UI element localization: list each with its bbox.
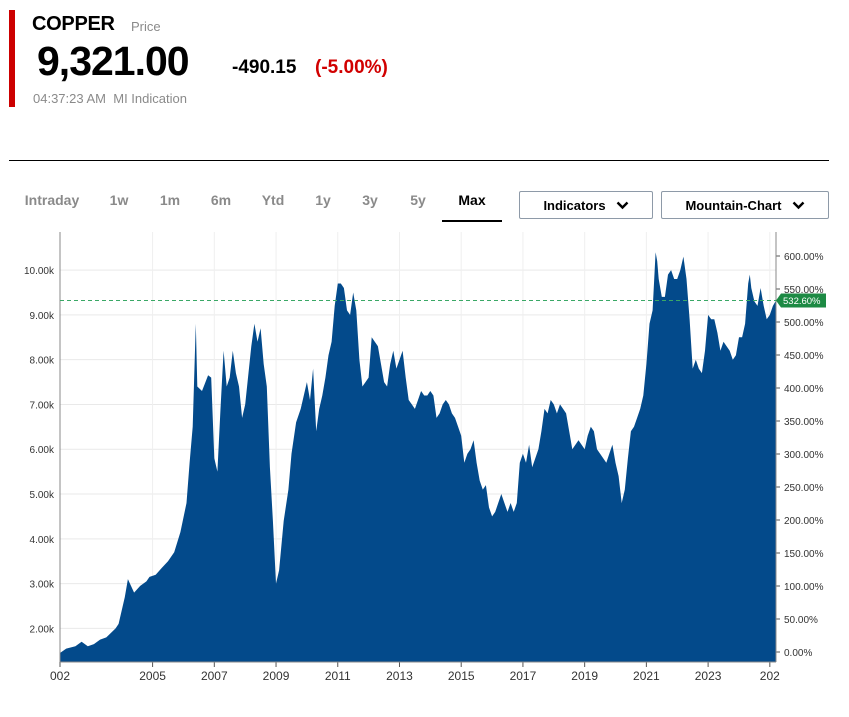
y-right-tick-label: 50.00% (784, 615, 818, 626)
accent-bar (9, 10, 15, 107)
x-axis: 002 2005 2007 2009 2011 2013 2015 2017 2019 2021 2… (50, 232, 780, 683)
x-tick-label: 2011 (325, 669, 351, 683)
price-change: -490.15 (232, 57, 297, 78)
tab-max[interactable]: Max (442, 186, 502, 222)
y-left-tick-label: 5.00k (30, 490, 55, 501)
ticker-symbol: COPPER (32, 13, 115, 35)
x-tick-label: 2015 (448, 669, 475, 683)
price-chart[interactable]: 2.00k 3.00k 4.00k 5.00k 6.00k 7.00k 8.00k 9.00k… (0, 230, 849, 717)
tab-3y[interactable]: 3y (362, 192, 378, 208)
quote-source: MI Indication (113, 91, 187, 106)
tab-6m[interactable]: 6m (210, 192, 232, 208)
y-right-tick-label: 350.00% (784, 417, 824, 428)
x-tick-label: 002 (50, 669, 70, 683)
y-right-tick-label: 100.00% (784, 582, 824, 593)
tab-1y[interactable]: 1y (315, 192, 331, 208)
price-change-percent: (-5.00%) (315, 57, 388, 78)
x-tick-label: 2017 (510, 669, 537, 683)
chevron-down-icon (792, 201, 804, 209)
indicators-label: Indicators (543, 197, 606, 213)
y-right-tick-label: 450.00% (784, 351, 824, 362)
price-label: Price (131, 19, 161, 34)
last-price: 9,321.00 (37, 38, 190, 84)
y-left-tick-label: 8.00k (30, 356, 55, 367)
tab-intraday[interactable]: Intraday (24, 192, 80, 208)
y-axis-right: 0.00% 50.00% 100.00% 150.00% 200.00% 250.00% 3… (776, 252, 824, 659)
x-tick-label: 2013 (386, 669, 413, 683)
x-tick-label: 202 (760, 669, 780, 683)
y-right-tick-label: 600.00% (784, 252, 824, 263)
y-left-tick-label: 4.00k (30, 535, 55, 546)
tab-1m[interactable]: 1m (159, 192, 181, 208)
x-tick-label: 2019 (571, 669, 598, 683)
y-left-tick-label: 9.00k (30, 311, 55, 322)
indicators-dropdown[interactable]: Indicators (519, 191, 653, 219)
tab-5y[interactable]: 5y (410, 192, 426, 208)
quote-time: 04:37:23 AM (33, 91, 106, 106)
y-right-tick-label: 150.00% (784, 549, 824, 560)
x-tick-label: 2023 (695, 669, 722, 683)
chevron-down-icon (616, 201, 628, 209)
y-left-tick-label: 6.00k (30, 445, 55, 456)
current-level-label: 532.60% (783, 296, 821, 307)
x-tick-label: 2021 (633, 669, 660, 683)
x-tick-label: 2005 (139, 669, 166, 683)
y-right-tick-label: 400.00% (784, 384, 824, 395)
y-right-tick-label: 550.00% (784, 285, 824, 296)
header-divider (9, 160, 829, 161)
current-level: 532.60% (60, 293, 826, 308)
y-left-tick-label: 10.00k (24, 266, 55, 277)
y-right-tick-label: 0.00% (784, 648, 812, 659)
tab-1w[interactable]: 1w (109, 192, 129, 208)
y-left-tick-label: 3.00k (30, 580, 55, 591)
y-left-tick-label: 7.00k (30, 400, 55, 411)
y-right-tick-label: 300.00% (784, 450, 824, 461)
current-level-badge (776, 293, 826, 308)
quote-timestamp: 04:37:23 AM MI Indication (33, 91, 187, 106)
price-area (60, 252, 776, 662)
y-axis-left: 2.00k 3.00k 4.00k 5.00k 6.00k 7.00k 8.00k 9.00k… (24, 266, 55, 635)
y-left-tick-label: 2.00k (30, 624, 55, 635)
y-right-tick-label: 500.00% (784, 318, 824, 329)
x-tick-label: 2007 (201, 669, 228, 683)
chart-type-label: Mountain-Chart (685, 197, 782, 213)
y-right-tick-label: 200.00% (784, 516, 824, 527)
chart-type-dropdown[interactable]: Mountain-Chart (661, 191, 829, 219)
tab-ytd[interactable]: Ytd (261, 192, 285, 208)
x-tick-label: 2009 (263, 669, 290, 683)
y-right-tick-label: 250.00% (784, 483, 824, 494)
